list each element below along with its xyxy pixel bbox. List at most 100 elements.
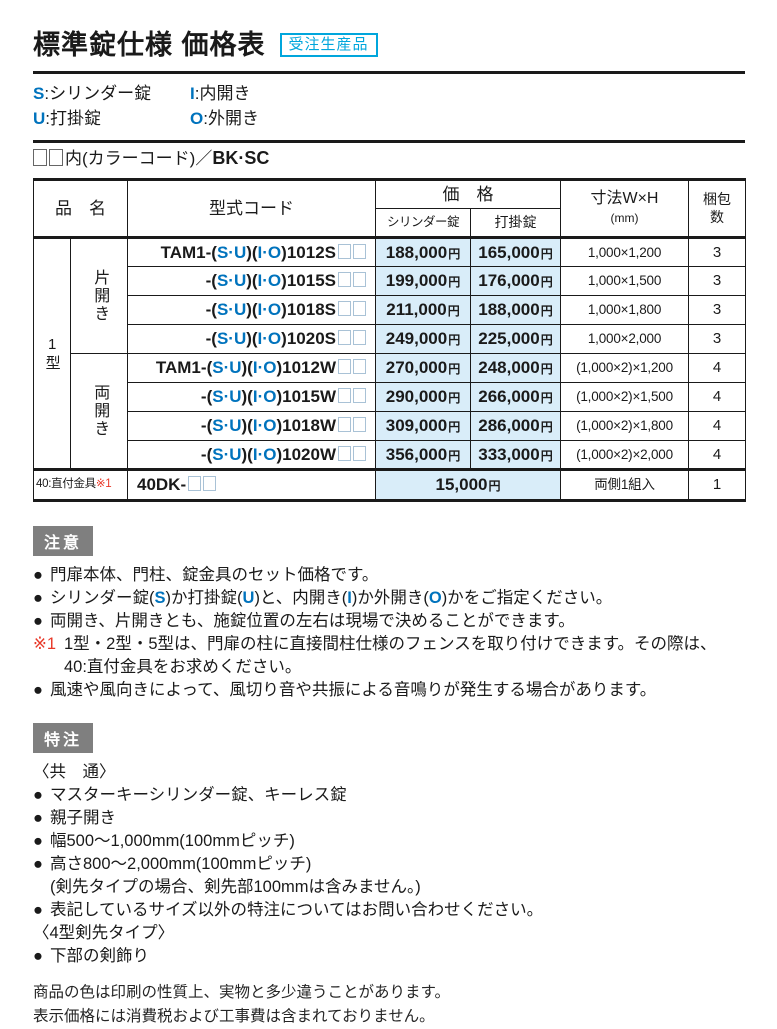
pack-cell: 3 [688,237,746,267]
price-latch-cell: 266,000円 [470,382,561,412]
color-code-box [338,388,351,404]
legend-item-inward: I:内開き [190,81,410,106]
catalog-page: 標準錠仕様 価格表 受注生産品 S:シリンダー錠 I:内開き U:打掛錠 O:外… [33,29,746,1025]
color-code-box [338,272,351,288]
col-header-latch-lock: 打掛錠 [470,208,561,238]
color-codes: BK·SC [212,148,270,168]
size-cell: 1,000×1,200 [560,237,689,267]
legend-item-cylinder: S:シリンダー錠 [33,81,190,106]
legend-key: U [33,109,46,128]
bracket-code-cell: 40DK- [127,469,376,501]
price-cylinder-cell: 211,000円 [375,295,471,325]
price-table-header: 品 名 型式コード 価 格 寸法W×H (mm) 梱包数 シリンダー錠 打掛錠 [33,179,746,238]
col-header-model-code: 型式コード [127,179,376,238]
price-cylinder-cell: 199,000円 [375,266,471,296]
legend-item-outward: O:外開き [190,106,410,131]
table-row: -(S·U)(I·O)1020S 249,000円 225,000円 1,000×2,… [34,324,746,354]
custom-order-item: 〈共 通〉 [33,763,116,781]
size-cell: (1,000×2)×1,200 [560,353,689,383]
color-code-box [49,149,63,166]
model-code-cell: -(S·U)(I·O)1015W [127,382,376,412]
size-header-line1: 寸法W×H [590,190,659,208]
made-to-order-badge: 受注生産品 [279,33,378,57]
color-code-box [338,243,351,259]
color-code-box [353,417,366,433]
pack-cell: 4 [688,411,746,441]
model-code-cell: -(S·U)(I·O)1020S [127,324,376,354]
model-code-cell: -(S·U)(I·O)1018S [127,295,376,325]
legend-desc: :シリンダー錠 [44,84,152,103]
color-code-box [338,301,351,317]
price-cylinder-cell: 270,000円 [375,353,471,383]
pack-header-line1: 梱包 [703,191,731,207]
caution-item: ※1 1型・2型・5型は、門扉の柱に直接間柱仕様のフェンスを取り付けできます。その… [33,635,717,676]
color-code-box [338,330,351,346]
custom-order-item: ● 表記しているサイズ以外の特注についてはお問い合わせください。 [33,901,544,919]
color-code-box [353,388,366,404]
page-title: 標準錠仕様 価格表 [33,29,266,60]
caution-item: ● 門扉本体、門柱、錠金具のセット価格です。 [33,566,379,584]
custom-order-item: (剣先タイプの場合、剣先部100mmは含みません。) [50,878,421,896]
model-code-cell: -(S·U)(I·O)1018W [127,411,376,441]
bracket-label-note: ※1 [95,478,112,491]
price-cylinder-cell: 290,000円 [375,382,471,412]
table-row: -(S·U)(I·O)1018S 211,000円 188,000円 1,000×1,… [34,295,746,325]
color-code-box [353,301,366,317]
price-latch-cell: 176,000円 [470,266,561,296]
table-row: -(S·U)(I·O)1015S 199,000円 176,000円 1,000×1,… [34,266,746,296]
caution-item: ● 両開き、片開きとも、施錠位置の左右は現場で決めることができます。 [33,612,575,630]
price-cylinder-cell: 356,000円 [375,440,471,470]
color-code-note: 内(カラーコード)／BK·SC [33,143,745,175]
caution-item: ● シリンダー錠(S)か打掛錠(U)と、内開き(I)か外開き(O)かをご指定くださ… [33,589,613,607]
color-code-box [353,445,366,461]
model-code-cell: TAM1-(S·U)(I·O)1012W [127,353,376,383]
custom-order-item: ● マスターキーシリンダー錠、キーレス錠 [33,786,347,804]
model-code-cell: -(S·U)(I·O)1020W [127,440,376,470]
pack-cell: 4 [688,440,746,470]
price-latch-cell: 225,000円 [470,324,561,354]
legend-key: I [190,84,195,103]
pack-cell: 3 [688,295,746,325]
opening-type-cell: 両開き [70,353,128,470]
footer-notes: 商品の色は印刷の性質上、実物と多少違うことがあります。 表示価格には消費税および… [33,981,745,1029]
model-code-cell: -(S·U)(I·O)1015S [127,266,376,296]
custom-order-item: ● 幅500〜1,000mm(100mmピッチ) [33,832,295,850]
divider [33,140,745,143]
size-cell: 1,000×1,500 [560,266,689,296]
bracket-label-cell: 40:直付金具※1 [33,469,128,501]
pack-header-line2: 数 [710,208,724,225]
pack-cell: 3 [688,266,746,296]
legend-key: O [190,109,204,128]
color-code-box [353,272,366,288]
lock-type-legend: S:シリンダー錠 I:内開き U:打掛錠 O:外開き [33,81,745,131]
legend-desc: :外開き [203,109,259,128]
caution-badge: 注意 [33,526,94,556]
price-latch-cell: 188,000円 [470,295,561,325]
custom-order-badge: 特注 [33,723,94,753]
opening-type-cell: 片開き [70,237,128,354]
color-code-box [353,330,366,346]
pack-cell: 4 [688,382,746,412]
col-header-price: 価 格 [375,179,561,209]
price-latch-cell: 248,000円 [470,353,561,383]
color-code-box [353,243,366,259]
size-cell: (1,000×2)×2,000 [560,440,689,470]
yen-suffix: 円 [488,479,501,494]
color-code-box [203,476,217,492]
legend-item-latch: U:打掛錠 [33,106,190,131]
size-header-unit: (mm) [610,210,639,225]
price-table: 品 名 型式コード 価 格 寸法W×H (mm) 梱包数 シリンダー錠 打掛錠 1… [33,178,746,502]
size-cell: 1,000×1,800 [560,295,689,325]
model-code-cell: TAM1-(S·U)(I·O)1012S [127,237,376,267]
table-row: -(S·U)(I·O)1020W 356,000円 333,000円 (1,000×2… [34,440,746,470]
bracket-price-cell: 15,000円 [375,469,561,501]
size-cell: (1,000×2)×1,500 [560,382,689,412]
price-cylinder-cell: 188,000円 [375,237,471,267]
table-row: 両開き TAM1-(S·U)(I·O)1012W 270,000円 248,000円(… [34,353,746,470]
price-cylinder-cell: 249,000円 [375,324,471,354]
custom-order-item: ● 下部の剣飾り [33,947,149,965]
bracket-size-cell: 両側1組入 [560,469,689,501]
caution-item: ● 風速や風向きによって、風切り音や共振による音鳴りが発生する場合があります。 [33,681,657,699]
col-header-pack: 梱包数 [688,179,746,238]
color-code-box [353,359,366,375]
